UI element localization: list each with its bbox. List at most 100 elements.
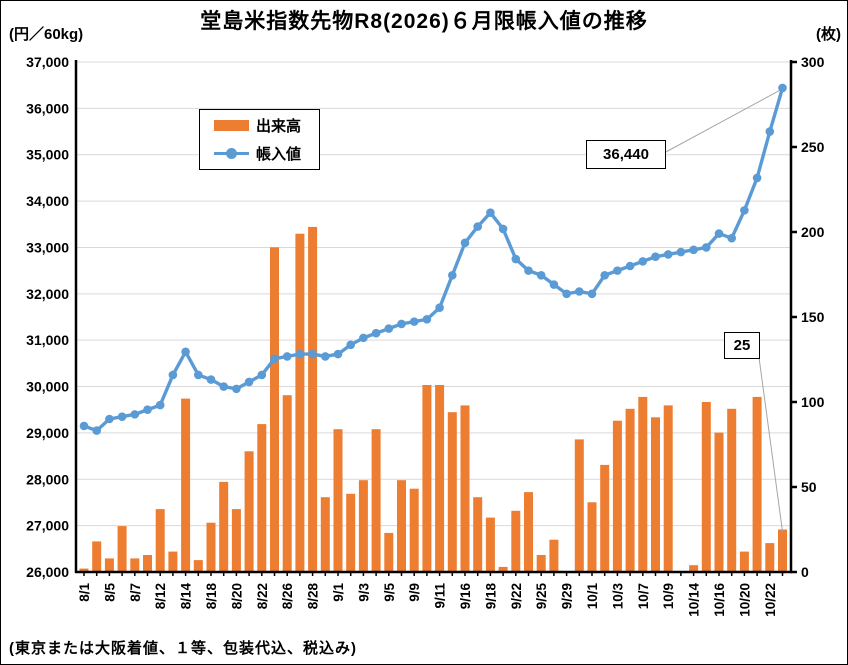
volume-bar [625, 408, 635, 572]
svg-text:9/11: 9/11 [433, 583, 448, 609]
volume-bar [409, 488, 419, 572]
svg-text:8/26: 8/26 [280, 583, 295, 610]
svg-text:10/9: 10/9 [661, 583, 676, 609]
svg-text:26,000: 26,000 [26, 564, 69, 580]
volume-bar [701, 402, 711, 572]
volume-bar [333, 429, 343, 572]
volume-bar [587, 502, 597, 572]
volume-bar [282, 395, 292, 572]
svg-text:10/20: 10/20 [737, 583, 752, 617]
svg-text:9/9: 9/9 [407, 583, 422, 602]
legend-item-volume: 出来高 [214, 115, 319, 136]
svg-text:8/22: 8/22 [255, 583, 270, 609]
left-axis-tick-labels: 26,000 27,000 28,000 29,000 30,000 31,000 32,0… [26, 54, 69, 580]
volume-bar [549, 539, 559, 572]
volume-bar [397, 480, 406, 572]
volume-bar [193, 560, 203, 572]
svg-text:9/18: 9/18 [483, 583, 498, 610]
svg-text:9/1: 9/1 [331, 583, 346, 602]
volume-bar [308, 226, 318, 572]
svg-text:250: 250 [801, 139, 825, 155]
volume-bar [346, 493, 356, 572]
volume-bar [447, 412, 457, 572]
volume-bar [651, 417, 660, 572]
price-line-swatch-icon [214, 148, 249, 159]
svg-text:30,000: 30,000 [26, 379, 69, 395]
volume-bar [536, 555, 546, 572]
volume-bar [320, 497, 330, 572]
last-volume-callout: 25 [724, 332, 760, 359]
svg-text:9/3: 9/3 [356, 583, 371, 602]
volume-bar [485, 517, 495, 572]
svg-text:10/22: 10/22 [763, 583, 778, 617]
volume-bar-swatch-icon [214, 120, 249, 131]
volume-bar [778, 529, 787, 572]
volume-bar [689, 565, 699, 572]
volume-bar [714, 432, 724, 572]
volume-bar [257, 424, 267, 572]
volume-bars [79, 226, 787, 573]
svg-text:9/16: 9/16 [458, 583, 473, 610]
svg-text:100: 100 [801, 394, 825, 410]
svg-text:150: 150 [801, 309, 825, 325]
callout-leader-lines [663, 89, 783, 532]
svg-text:0: 0 [801, 564, 809, 580]
legend: 出来高 帳入値 [199, 109, 320, 170]
left-axis-unit-label: (円／60kg) [9, 26, 84, 43]
svg-text:33,000: 33,000 [26, 239, 69, 255]
volume-bar [181, 398, 191, 572]
volume-bar [143, 555, 152, 572]
volume-bar [460, 405, 470, 572]
volume-bar [295, 233, 305, 572]
svg-text:8/18: 8/18 [204, 583, 219, 610]
svg-text:200: 200 [801, 224, 825, 240]
volume-bar [219, 481, 229, 572]
volume-bar [270, 247, 279, 573]
right-axis-unit-label: (枚) [816, 26, 841, 43]
volume-bar [498, 566, 508, 572]
volume-bar [612, 420, 622, 572]
volume-bar [435, 385, 445, 572]
svg-text:27,000: 27,000 [26, 518, 69, 534]
price-line [82, 86, 785, 433]
legend-price-label: 帳入値 [256, 146, 302, 163]
svg-text:9/25: 9/25 [534, 583, 549, 610]
volume-bar [117, 526, 127, 572]
svg-text:8/7: 8/7 [128, 583, 143, 602]
volume-bar [92, 541, 102, 572]
legend-volume-label: 出来高 [256, 118, 302, 135]
volume-bar [752, 396, 762, 572]
volume-bar [371, 429, 381, 572]
volume-bar [168, 551, 178, 572]
svg-text:8/20: 8/20 [229, 583, 244, 609]
svg-text:28,000: 28,000 [26, 471, 69, 487]
svg-text:10/3: 10/3 [610, 583, 625, 610]
svg-text:36,000: 36,000 [26, 100, 69, 116]
volume-bar [130, 558, 140, 572]
x-axis-tick-labels: 8/1 8/5 8/7 8/12 8/14 8/18 8/20 8/22 8/26 8/28 9/1… [77, 583, 778, 617]
svg-text:9/5: 9/5 [382, 583, 397, 602]
svg-text:29,000: 29,000 [26, 425, 69, 441]
svg-text:32,000: 32,000 [26, 286, 69, 302]
svg-text:50: 50 [801, 479, 817, 495]
volume-bar [155, 509, 165, 572]
volume-bar [206, 522, 216, 572]
volume-bar [231, 509, 241, 572]
svg-text:10/1: 10/1 [585, 583, 600, 610]
gridlines [76, 61, 791, 573]
x-axis-ticks [83, 572, 784, 576]
volume-bar [663, 405, 673, 572]
volume-bar [384, 532, 394, 572]
legend-item-price: 帳入値 [214, 143, 319, 164]
svg-text:10/16: 10/16 [712, 583, 727, 617]
volume-bar [79, 568, 89, 572]
volume-bar [358, 480, 368, 572]
svg-text:300: 300 [801, 54, 825, 70]
volume-bar [422, 385, 432, 572]
price-line-markers [79, 83, 787, 435]
last-price-callout: 36,440 [586, 140, 666, 169]
svg-text:8/12: 8/12 [153, 583, 168, 609]
footnote: (東京または大阪着値、１等、包装代込、税込み) [9, 640, 357, 657]
